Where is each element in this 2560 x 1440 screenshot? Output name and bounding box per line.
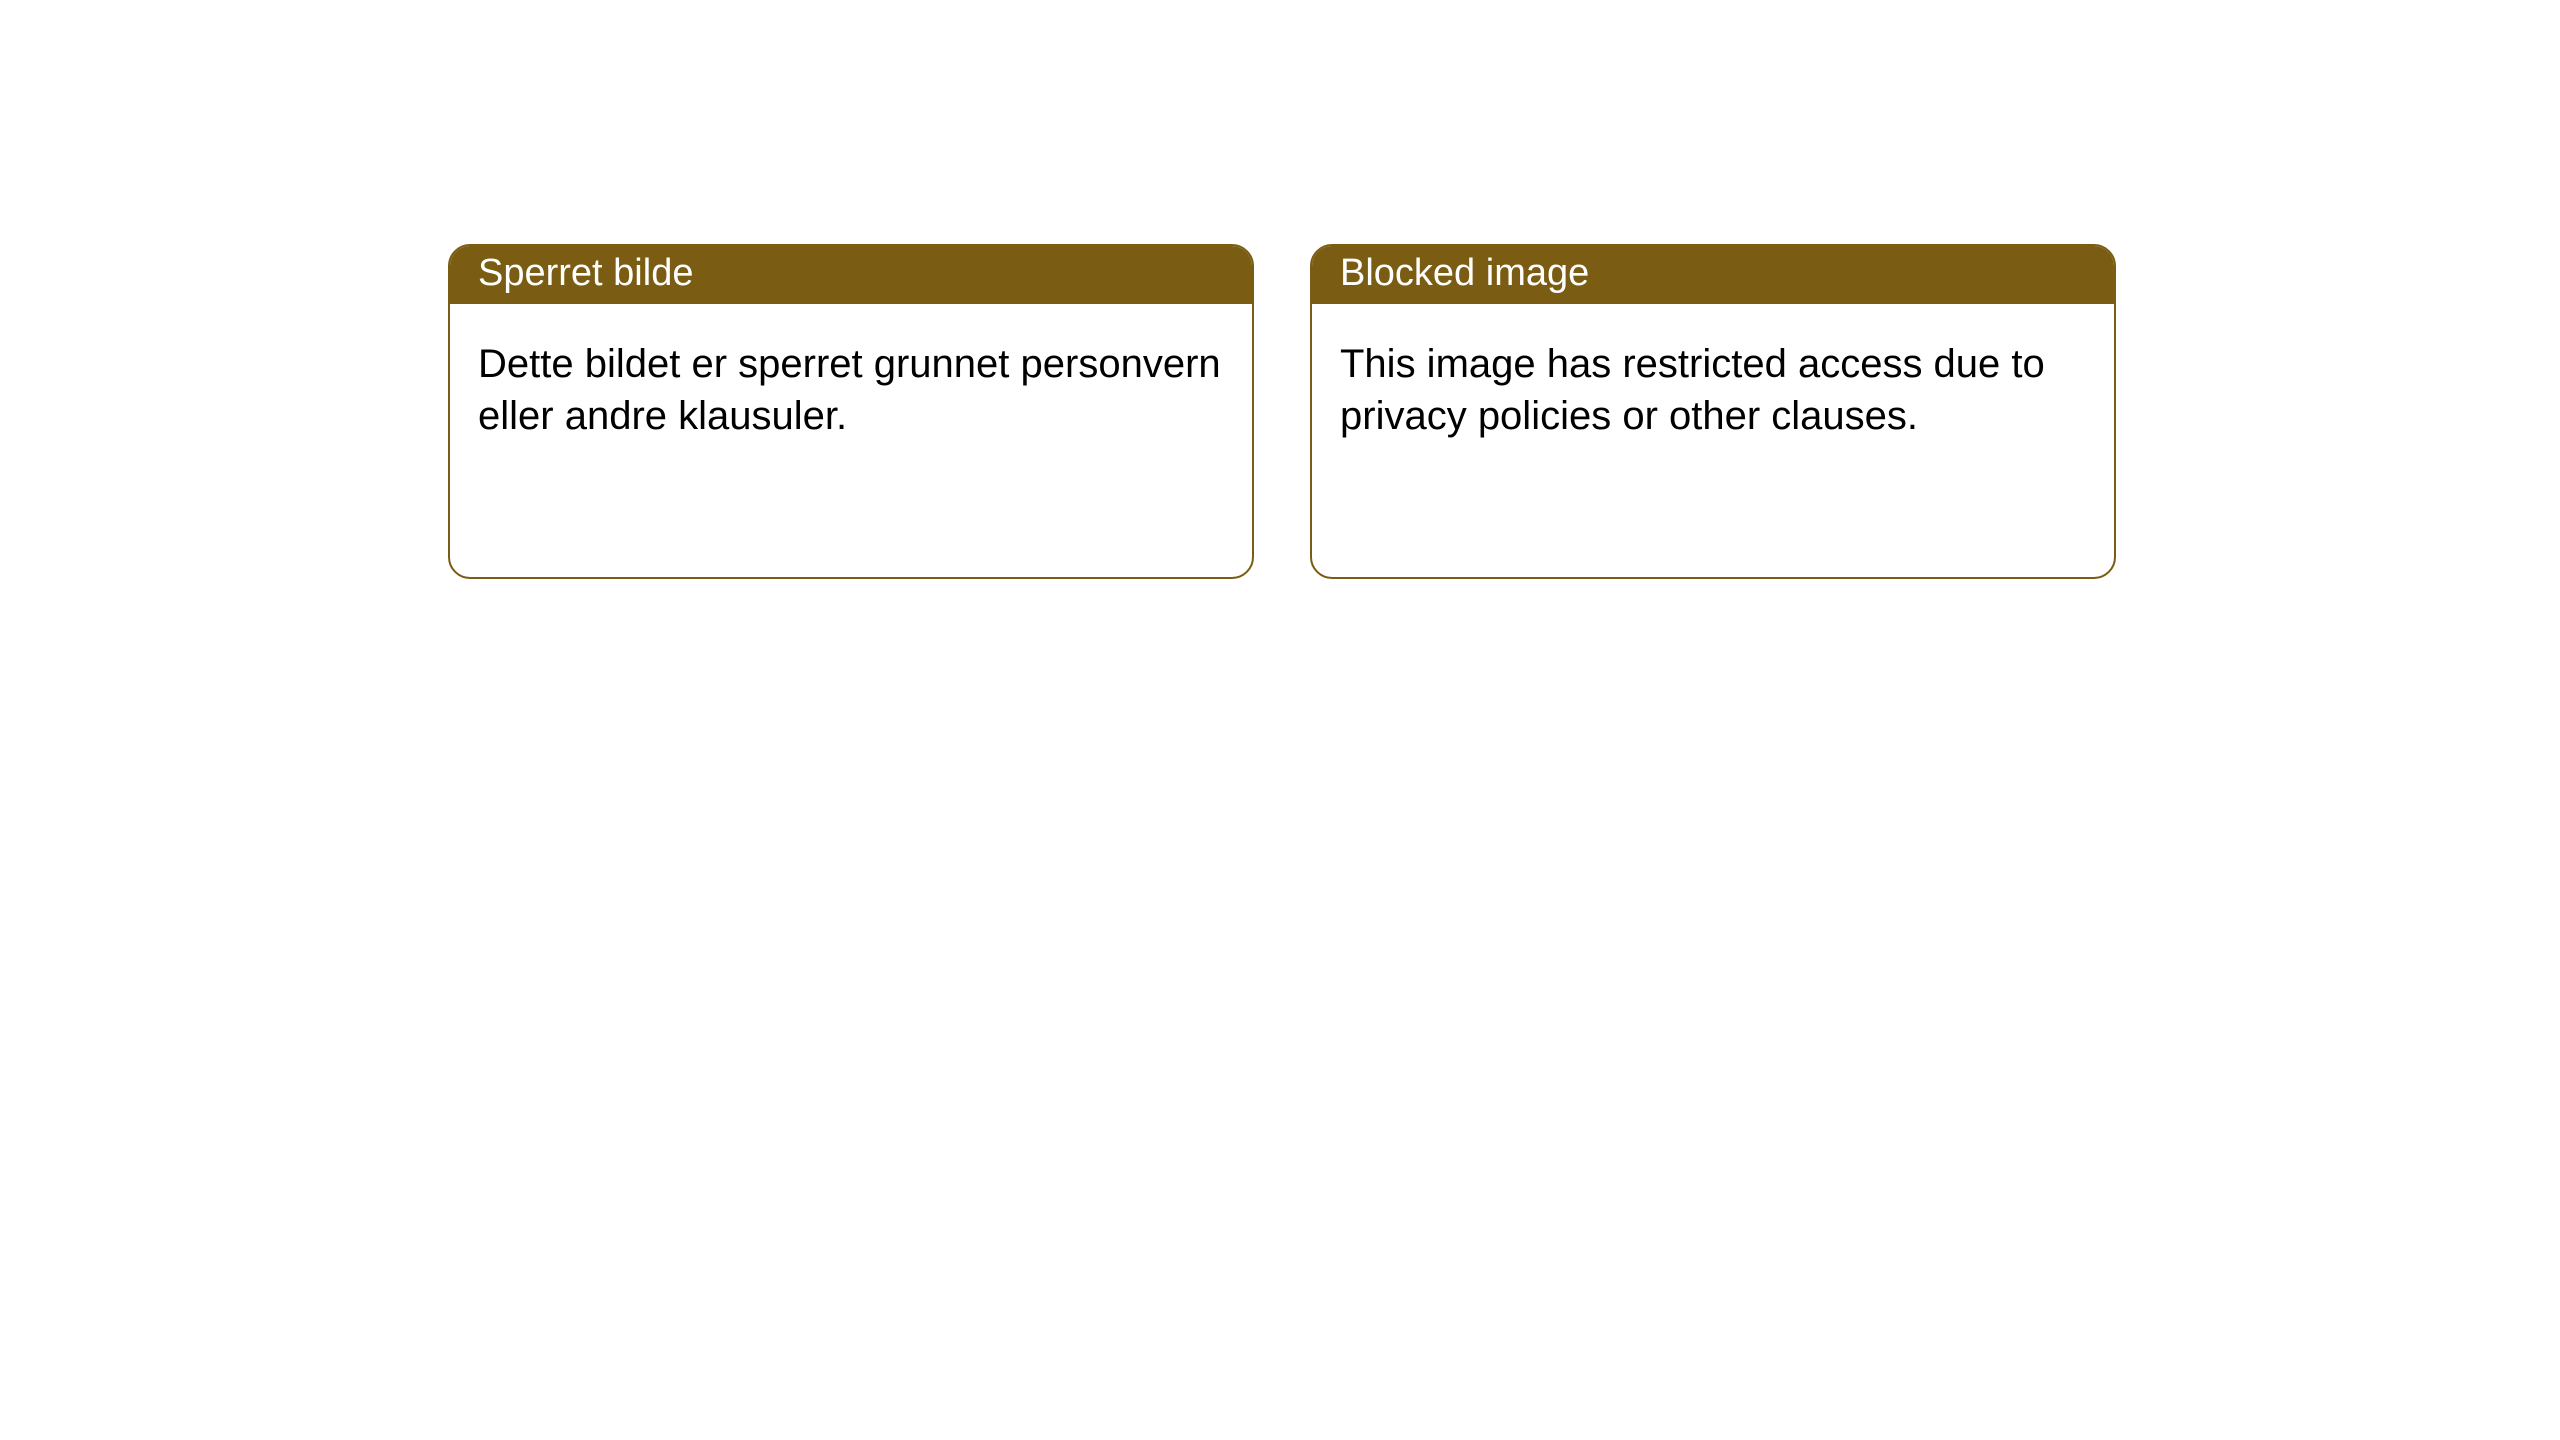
notice-header: Blocked image: [1312, 246, 2114, 304]
notice-body-text: Dette bildet er sperret grunnet personve…: [478, 342, 1221, 438]
notice-header: Sperret bilde: [450, 246, 1252, 304]
notice-card-norwegian: Sperret bilde Dette bildet er sperret gr…: [448, 244, 1254, 579]
notice-title: Blocked image: [1340, 252, 1589, 295]
notice-body: This image has restricted access due to …: [1312, 304, 2114, 476]
notice-body-text: This image has restricted access due to …: [1340, 342, 2045, 438]
notice-card-english: Blocked image This image has restricted …: [1310, 244, 2116, 579]
notice-title: Sperret bilde: [478, 252, 693, 295]
notice-container: Sperret bilde Dette bildet er sperret gr…: [0, 0, 2560, 579]
notice-body: Dette bildet er sperret grunnet personve…: [450, 304, 1252, 476]
